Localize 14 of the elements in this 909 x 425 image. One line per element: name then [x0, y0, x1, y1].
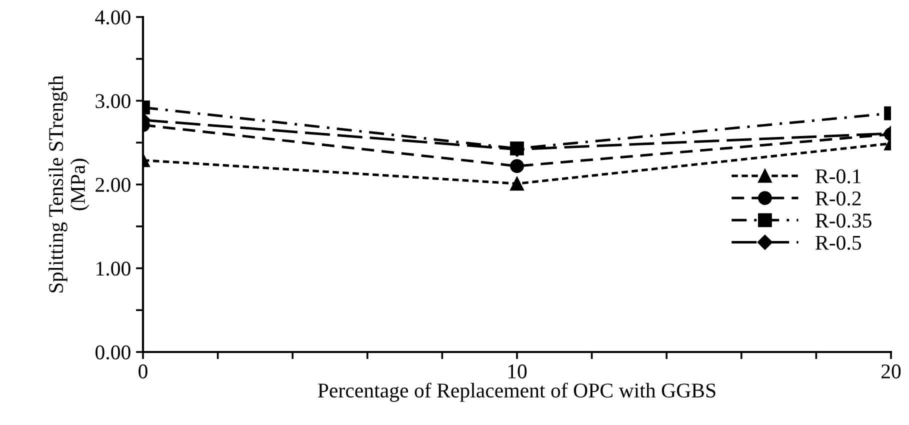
y-tick-label: 3.00	[96, 94, 130, 108]
y-axis-title: Splitting Tensile STrength (MPa)	[48, 76, 90, 292]
y-tick-label: 0.00	[96, 345, 130, 360]
legend-label: R-0.1	[816, 169, 861, 184]
x-tick-label: 0	[138, 364, 148, 378]
x-axis-title: Percentage of Replacement of OPC with GGBS	[318, 382, 716, 402]
legend-label: R-0.2	[816, 191, 861, 206]
x-tick-label: 10	[508, 364, 527, 378]
y-tick-label: 1.00	[96, 262, 130, 276]
legend-label: R-0.5	[816, 236, 862, 250]
y-tick-label: 4.00	[95, 10, 130, 25]
x-tick-label: 20	[882, 364, 901, 378]
legend-label: R-0.35	[816, 214, 872, 228]
y-tick-label: 2.00	[96, 178, 130, 192]
